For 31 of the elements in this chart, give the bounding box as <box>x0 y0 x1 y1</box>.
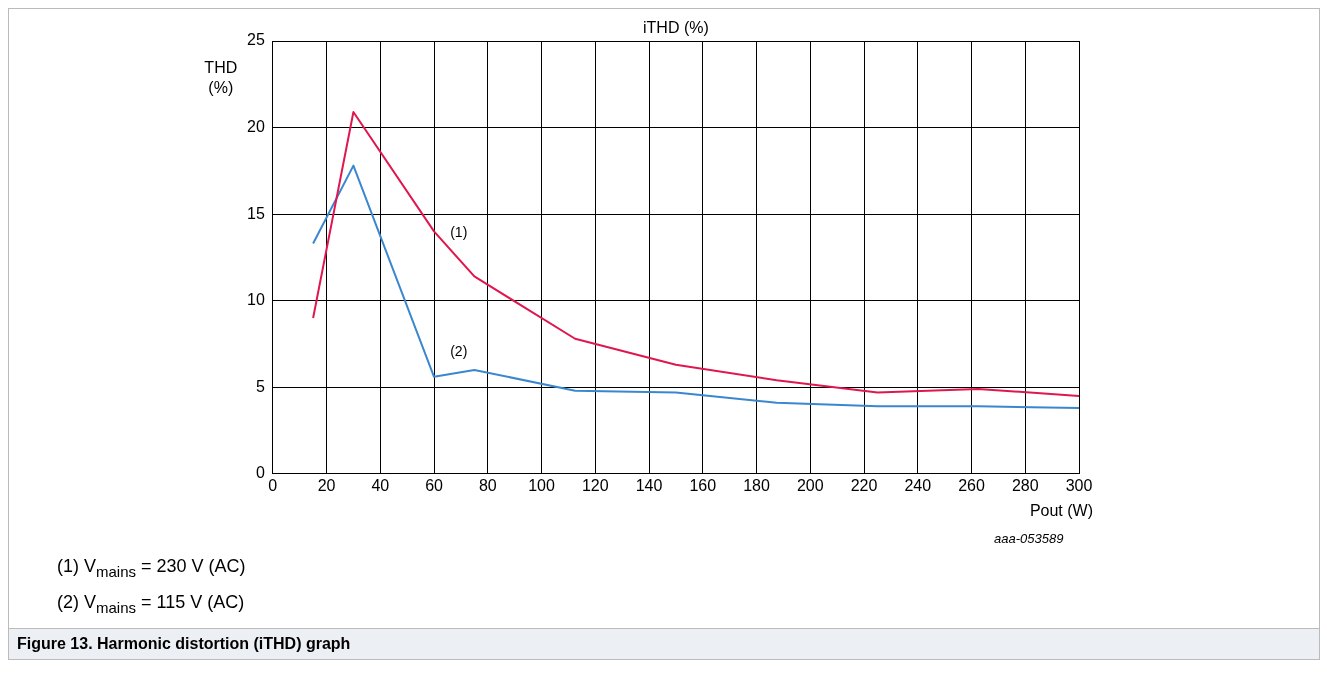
x-tick-label: 280 <box>1011 476 1039 494</box>
y-tick-label: 20 <box>247 117 265 135</box>
x-tick-label: 180 <box>743 476 770 494</box>
chart-title: iTHD (%) <box>643 19 709 37</box>
x-tick-label: 0 <box>268 476 278 494</box>
y-tick-label: 5 <box>255 377 265 395</box>
caption: Figure 13. Harmonic distortion (iTHD) graph <box>9 628 1319 660</box>
x-tick-label: 260 <box>958 476 985 494</box>
y-tick-label: 25 <box>247 31 265 49</box>
series-label: (2) <box>450 343 468 360</box>
y-tick-label: 0 <box>255 464 265 482</box>
x-axis-title: Pout (W) <box>1029 502 1093 520</box>
x-tick-label: 200 <box>796 476 824 494</box>
text: (2) V$_{mains}$ = 115 V (AC) <box>57 590 246 618</box>
x-tick-label: 80 <box>478 476 497 494</box>
y-tick-label: 15 <box>247 204 265 222</box>
y-axis-title: THD (%) <box>204 59 238 97</box>
x-tick-label: 120 <box>581 476 609 494</box>
x-tick-label: 220 <box>850 476 878 494</box>
x-tick-label: 20 <box>317 476 336 494</box>
x-tick-label: 240 <box>904 476 932 494</box>
x-tick-label: 100 <box>528 476 555 494</box>
series-label: (1) <box>450 223 468 240</box>
text: (1) V$_{mains}$ = 230 V (AC) <box>57 555 247 582</box>
x-tick-label: 140 <box>635 476 663 494</box>
x-tick-label: 40 <box>371 476 390 494</box>
x-tick-label: 160 <box>689 476 717 494</box>
y-tick-label: 10 <box>247 291 265 309</box>
x-tick-label: 60 <box>425 476 444 494</box>
text: aaa-053589 <box>994 531 1064 546</box>
x-tick-label: 300 <box>1065 476 1093 494</box>
